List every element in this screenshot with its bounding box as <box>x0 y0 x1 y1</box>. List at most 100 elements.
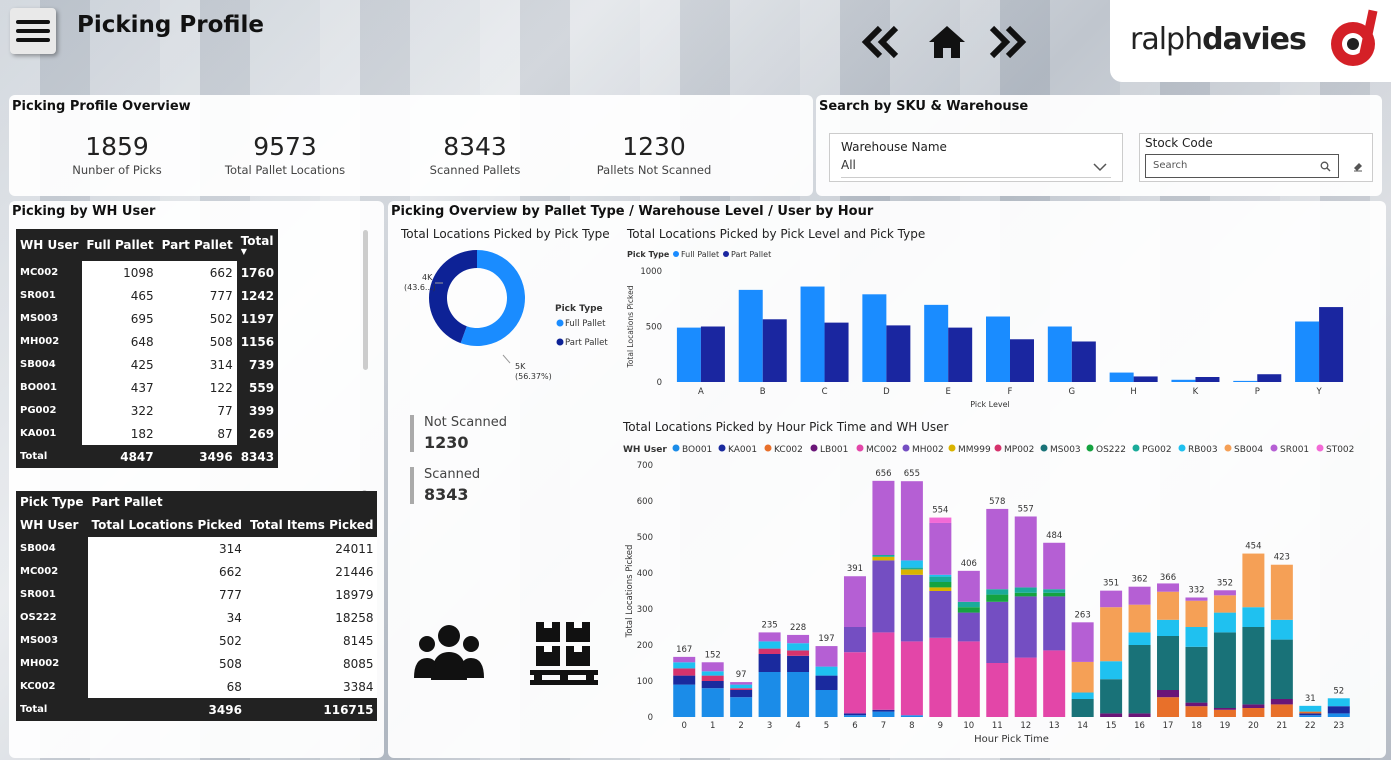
bar[interactable] <box>676 327 701 382</box>
bar-segment[interactable] <box>1185 702 1208 707</box>
legend-item[interactable]: ST002 <box>1316 444 1355 456</box>
bar-segment[interactable] <box>929 576 952 582</box>
col-total-locations[interactable]: Total Locations Picked <box>87 513 246 537</box>
home-icon[interactable] <box>927 24 967 60</box>
legend-item[interactable]: Full Pallet <box>673 250 719 259</box>
bar-segment[interactable] <box>1213 595 1236 613</box>
bar-segment[interactable] <box>1299 713 1322 716</box>
bar-segment[interactable] <box>701 688 724 717</box>
bar-segment[interactable] <box>872 709 895 712</box>
bar[interactable] <box>1071 341 1096 382</box>
bar-segment[interactable] <box>1014 596 1037 658</box>
bar-segment[interactable] <box>1185 600 1208 627</box>
table-row[interactable]: PG002 322 77 399 <box>16 399 279 422</box>
bar-segment[interactable] <box>1043 596 1066 651</box>
bar-segment[interactable] <box>986 508 1009 590</box>
bar[interactable] <box>1195 377 1220 382</box>
legend-item[interactable]: MH002 <box>902 444 944 456</box>
bar-segment[interactable] <box>815 666 838 676</box>
bar-segment[interactable] <box>1299 715 1322 717</box>
legend-item[interactable]: SR001 <box>1270 444 1310 456</box>
bar-segment[interactable] <box>730 684 753 689</box>
bar-segment[interactable] <box>929 587 952 591</box>
bar-segment[interactable] <box>701 675 724 681</box>
legend-item[interactable]: KA001 <box>718 444 758 456</box>
bar-segment[interactable] <box>1270 619 1293 640</box>
bar-segment[interactable] <box>872 555 895 557</box>
bar-segment[interactable] <box>929 574 952 577</box>
donut-slice-full-pallet[interactable] <box>460 250 525 346</box>
bar-segment[interactable] <box>1327 698 1350 707</box>
bar-segment[interactable] <box>701 681 724 689</box>
bar[interactable] <box>1171 379 1196 382</box>
bar-segment[interactable] <box>957 607 980 613</box>
bar-segment[interactable] <box>787 655 810 672</box>
bar[interactable] <box>1047 326 1072 383</box>
table-row[interactable]: MH002 508 8085 <box>16 652 378 675</box>
bar[interactable] <box>886 325 911 382</box>
bar-segment[interactable] <box>929 517 952 523</box>
bar-segment[interactable] <box>843 576 866 627</box>
bar-segment[interactable] <box>1270 564 1293 620</box>
bar-segment[interactable] <box>1185 597 1208 601</box>
bar-segment[interactable] <box>815 646 838 667</box>
bar-segment[interactable] <box>900 715 923 717</box>
table-row[interactable]: OS222 34 18258 <box>16 606 378 629</box>
bar[interactable] <box>1233 380 1258 382</box>
bar[interactable] <box>824 322 849 382</box>
bar-segment[interactable] <box>872 711 895 717</box>
bar-segment[interactable] <box>1213 708 1236 710</box>
bar-segment[interactable] <box>787 634 810 644</box>
bar-segment[interactable] <box>872 556 895 561</box>
bar[interactable] <box>762 319 787 382</box>
bar-segment[interactable] <box>1242 704 1265 708</box>
bar-segment[interactable] <box>1128 645 1151 714</box>
bar-segment[interactable] <box>673 656 696 663</box>
donut-slice-part-pallet[interactable] <box>428 250 477 344</box>
next-page-icon[interactable] <box>988 24 1028 60</box>
bar-segment[interactable] <box>1043 542 1066 590</box>
bar-segment[interactable] <box>986 589 1009 595</box>
stock-search-input[interactable]: Search <box>1145 154 1339 178</box>
bar-segment[interactable] <box>1242 708 1265 717</box>
bar-segment[interactable] <box>787 643 810 651</box>
legend-item[interactable]: MC002 <box>856 444 898 456</box>
bar-segment[interactable] <box>957 601 980 608</box>
bar[interactable] <box>924 304 949 382</box>
col-wh-user-2[interactable]: WH User <box>16 513 88 537</box>
bar-segment[interactable] <box>1299 705 1322 712</box>
col-part-pallet[interactable]: Part Pallet <box>157 229 237 261</box>
bar-segment[interactable] <box>1071 692 1094 699</box>
bar-segment[interactable] <box>1157 619 1180 636</box>
table-row[interactable]: MS003 695 502 1197 <box>16 307 279 330</box>
table-row[interactable]: KC002 68 3384 <box>16 675 378 698</box>
bar[interactable] <box>1109 372 1134 382</box>
bar-segment[interactable] <box>843 715 866 717</box>
bar-segment[interactable] <box>1213 709 1236 717</box>
table-row[interactable]: MS003 502 8145 <box>16 629 378 652</box>
bar-segment[interactable] <box>1185 627 1208 647</box>
bar-segment[interactable] <box>1043 592 1066 597</box>
bar-segment[interactable] <box>872 560 895 633</box>
bar-segment[interactable] <box>1157 690 1180 698</box>
bar-segment[interactable] <box>1043 589 1066 593</box>
bar[interactable] <box>1257 374 1282 382</box>
col-total-items[interactable]: Total Items Picked <box>245 513 378 537</box>
legend-item[interactable]: PG002 <box>1132 444 1172 456</box>
bar-segment[interactable] <box>1242 553 1265 608</box>
bar-segment[interactable] <box>843 627 866 653</box>
bar-segment[interactable] <box>1128 632 1151 645</box>
bar-segment[interactable] <box>843 652 866 714</box>
bar-segment[interactable] <box>900 567 923 570</box>
legend-item[interactable]: MM999 <box>948 444 991 456</box>
legend-item[interactable]: MP002 <box>994 444 1035 456</box>
first-page-icon[interactable] <box>860 24 900 60</box>
bar-segment[interactable] <box>1327 713 1350 717</box>
bar-segment[interactable] <box>673 684 696 717</box>
bar-segment[interactable] <box>1043 650 1066 717</box>
bar-segment[interactable] <box>815 690 838 717</box>
bar-segment[interactable] <box>957 570 980 602</box>
bar[interactable] <box>738 289 763 382</box>
bar-segment[interactable] <box>701 662 724 672</box>
legend-item[interactable]: OS222 <box>1086 444 1126 456</box>
